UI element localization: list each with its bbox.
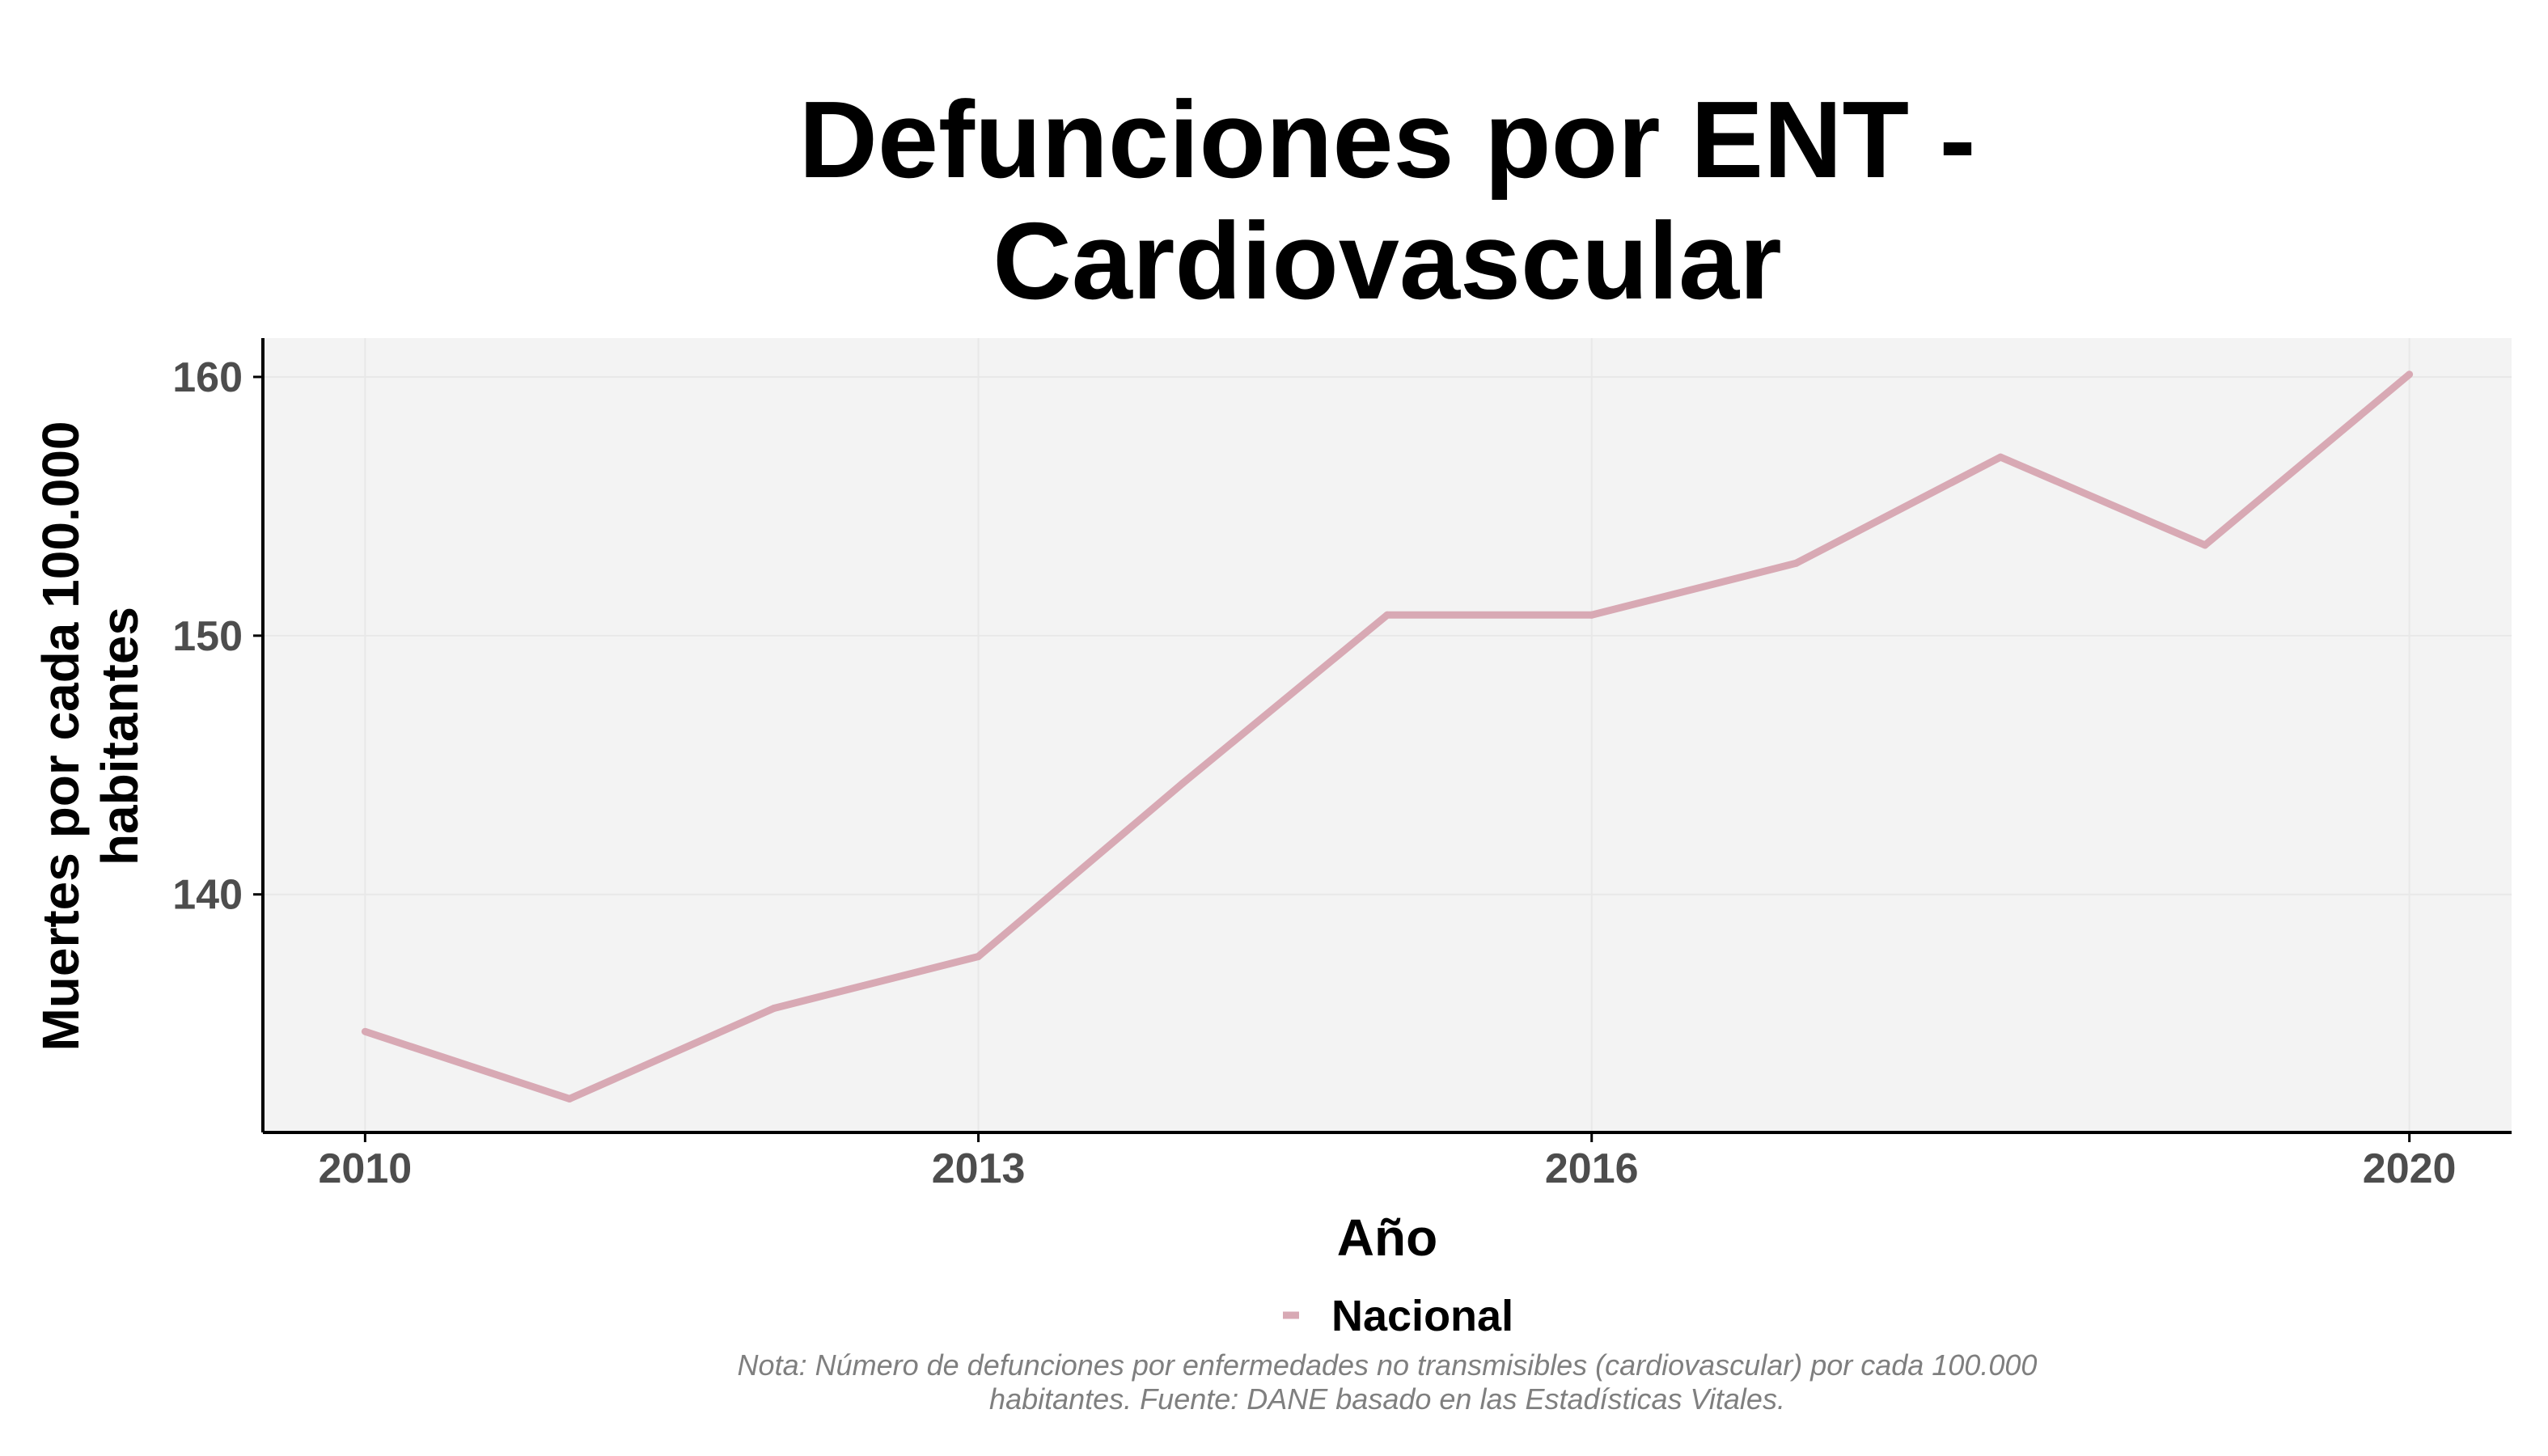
- x-tick-label-2013: 2013: [932, 1145, 1026, 1192]
- data-point-2014: [1179, 779, 1187, 787]
- chart-title-line-1: Defunciones por ENT -: [798, 78, 1976, 201]
- data-point-2020: [2406, 370, 2414, 379]
- y-tick-label-140: 140: [172, 872, 243, 919]
- x-tick-label-2010: 2010: [319, 1145, 413, 1192]
- data-point-2013: [975, 952, 983, 960]
- chart-title-line-2: Cardiovascular: [993, 200, 1782, 322]
- data-point-2018: [1996, 453, 2004, 461]
- data-point-2015: [1383, 611, 1391, 619]
- x-tick-label-2016: 2016: [1545, 1145, 1639, 1192]
- y-axis-title-line-1: Muertes por cada 100.000: [32, 421, 90, 1051]
- y-axis-title: Muertes por cada 100.000 habitantes: [32, 421, 149, 1051]
- data-point-2019: [2201, 541, 2209, 549]
- plot-panel: [263, 338, 2512, 1132]
- data-point-2012: [770, 1004, 778, 1012]
- legend: Nacional: [1283, 1292, 1513, 1340]
- y-axis-ticks: 140 150 160: [172, 354, 263, 919]
- data-point-2011: [565, 1094, 574, 1103]
- x-axis-ticks: 2010 2013 2016 2020: [319, 1132, 2457, 1192]
- chart-note-line-2: habitantes. Fuente: DANE basado en las E…: [989, 1382, 1785, 1416]
- y-tick-label-160: 160: [172, 354, 243, 401]
- x-tick-label-2020: 2020: [2363, 1145, 2457, 1192]
- data-point-2016: [1588, 611, 1596, 619]
- y-axis-title-line-2: habitantes: [91, 607, 149, 866]
- y-tick-label-150: 150: [172, 613, 243, 660]
- legend-label-nacional: Nacional: [1331, 1292, 1513, 1340]
- x-axis-title: Año: [1337, 1208, 1437, 1267]
- series-layer: [361, 370, 2414, 1103]
- data-point-2010: [361, 1027, 369, 1035]
- chart-note-line-1: Nota: Número de defunciones por enfermed…: [738, 1348, 2038, 1382]
- data-point-2017: [1792, 559, 1800, 567]
- gridlines: [263, 338, 2512, 1132]
